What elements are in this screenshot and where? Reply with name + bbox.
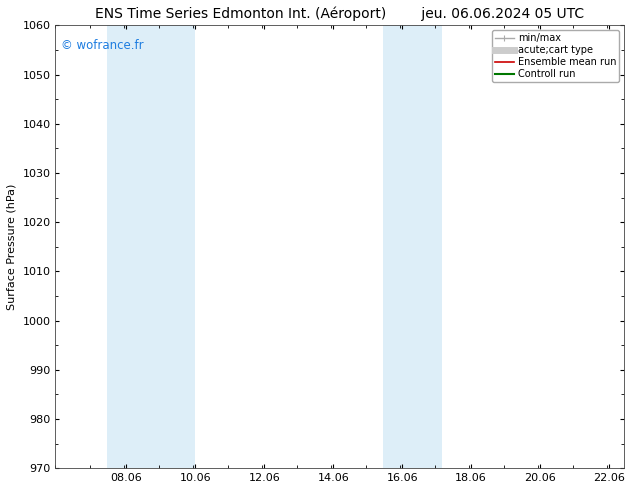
- Bar: [383, 25, 441, 468]
- Bar: [107, 25, 195, 468]
- Text: © wofrance.fr: © wofrance.fr: [61, 39, 144, 51]
- Y-axis label: Surface Pressure (hPa): Surface Pressure (hPa): [7, 184, 17, 310]
- Legend: min/max, acute;cart type, Ensemble mean run, Controll run: min/max, acute;cart type, Ensemble mean …: [492, 30, 619, 82]
- Title: ENS Time Series Edmonton Int. (Aéroport)        jeu. 06.06.2024 05 UTC: ENS Time Series Edmonton Int. (Aéroport)…: [95, 7, 585, 22]
